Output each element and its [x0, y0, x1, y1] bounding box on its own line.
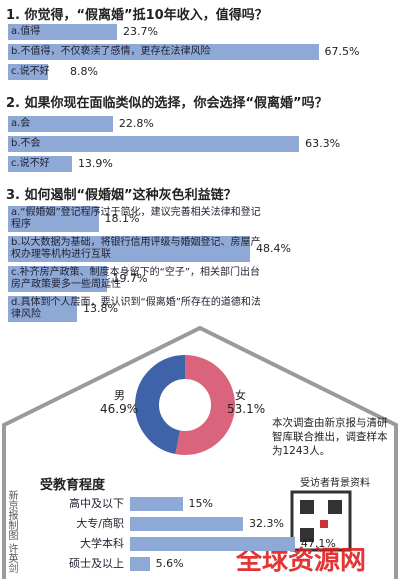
qr-code — [320, 520, 328, 528]
value-label: 15% — [188, 497, 213, 510]
category-label: a.会 — [11, 118, 31, 129]
category-label: c.说不好 — [11, 158, 50, 169]
value-label: 13.9% — [77, 157, 113, 170]
value-label: 48.4% — [256, 242, 291, 255]
value-label: 22.8% — [118, 117, 154, 130]
bar — [8, 206, 99, 232]
bar — [130, 537, 295, 551]
category-label: b.不会 — [11, 138, 41, 149]
qr-code — [300, 528, 314, 542]
category-label: b.不值得，不仅亵渎了感情，更存在法律风险 — [11, 46, 211, 57]
category-label: a.值得 — [11, 26, 41, 37]
value-label: 67.5% — [324, 45, 360, 58]
category-label: b.以大数据为基础，将银行信用评级与婚姻登记、房屋产权办理等机构进行互联 — [11, 237, 261, 260]
donut-segment — [135, 355, 186, 455]
value-label: 8.8% — [70, 65, 98, 78]
watermark: 全球资源网 — [236, 546, 367, 576]
value-label: 63.3% — [305, 137, 341, 150]
bar — [8, 236, 250, 262]
category-label: d.具体到个人层面，要认识到“假离婚”所存在的道德和法律风险 — [11, 297, 261, 320]
bar — [130, 517, 244, 531]
category-label: c.说不好 — [11, 66, 50, 77]
value-label: 5.6% — [155, 557, 184, 570]
bar — [8, 116, 113, 132]
bar — [8, 156, 72, 172]
note: 本次调查由新京报与清研智库联合推出，调查样本为1243人。 — [272, 417, 388, 457]
value-label: 13.8% — [83, 302, 118, 315]
category-label: 高中及以下 — [69, 497, 124, 510]
section-label: 受访者背景资料 — [300, 478, 370, 489]
legend-label: 男 — [114, 389, 125, 402]
bar — [8, 296, 77, 322]
chart-title: 2. 如果你现在面临类似的选择，你会选择“假离婚”吗？ — [6, 96, 328, 111]
chart-title: 受教育程度 — [40, 478, 106, 493]
qr-code — [328, 500, 342, 514]
chart-title: 3. 如何遏制“假婚姻”这种灰色利益链？ — [6, 188, 237, 203]
category-label: 大专/商职 — [76, 517, 124, 530]
donut-segment — [175, 355, 235, 455]
value-label: 19.7% — [112, 272, 148, 285]
house-roof — [1, 325, 398, 470]
bar — [130, 497, 183, 511]
category-label: 大学本科 — [80, 537, 124, 550]
category-label: 硕士及以上 — [69, 557, 124, 570]
value-label: 47.1% — [300, 537, 336, 550]
bar — [8, 64, 49, 80]
value-label: 53.1% — [227, 402, 266, 416]
bar — [8, 24, 118, 40]
qr-code — [300, 500, 314, 514]
category-label: c.补齐房产政策、制度本身留下的“空子”，相关部门出台房产政策要多一些周延性 — [11, 267, 261, 290]
value-label: 18.1% — [104, 212, 140, 225]
category-label: a.“假婚姻”登记程序过于简化，建议完善相关法律和登记程序 — [11, 207, 261, 230]
chart-title: 1. 你觉得，“假离婚”抵10年收入，值得吗？ — [6, 8, 268, 23]
credit: 新京报制图 许英剑 — [6, 490, 17, 574]
value-label: 46.9% — [100, 402, 139, 416]
bar — [8, 266, 107, 292]
bar — [8, 136, 300, 152]
value-label: 23.7% — [123, 25, 158, 38]
legend-label: 女 — [235, 389, 246, 402]
value-label: 32.3% — [249, 517, 284, 530]
bar — [8, 44, 319, 60]
bar — [130, 557, 150, 571]
